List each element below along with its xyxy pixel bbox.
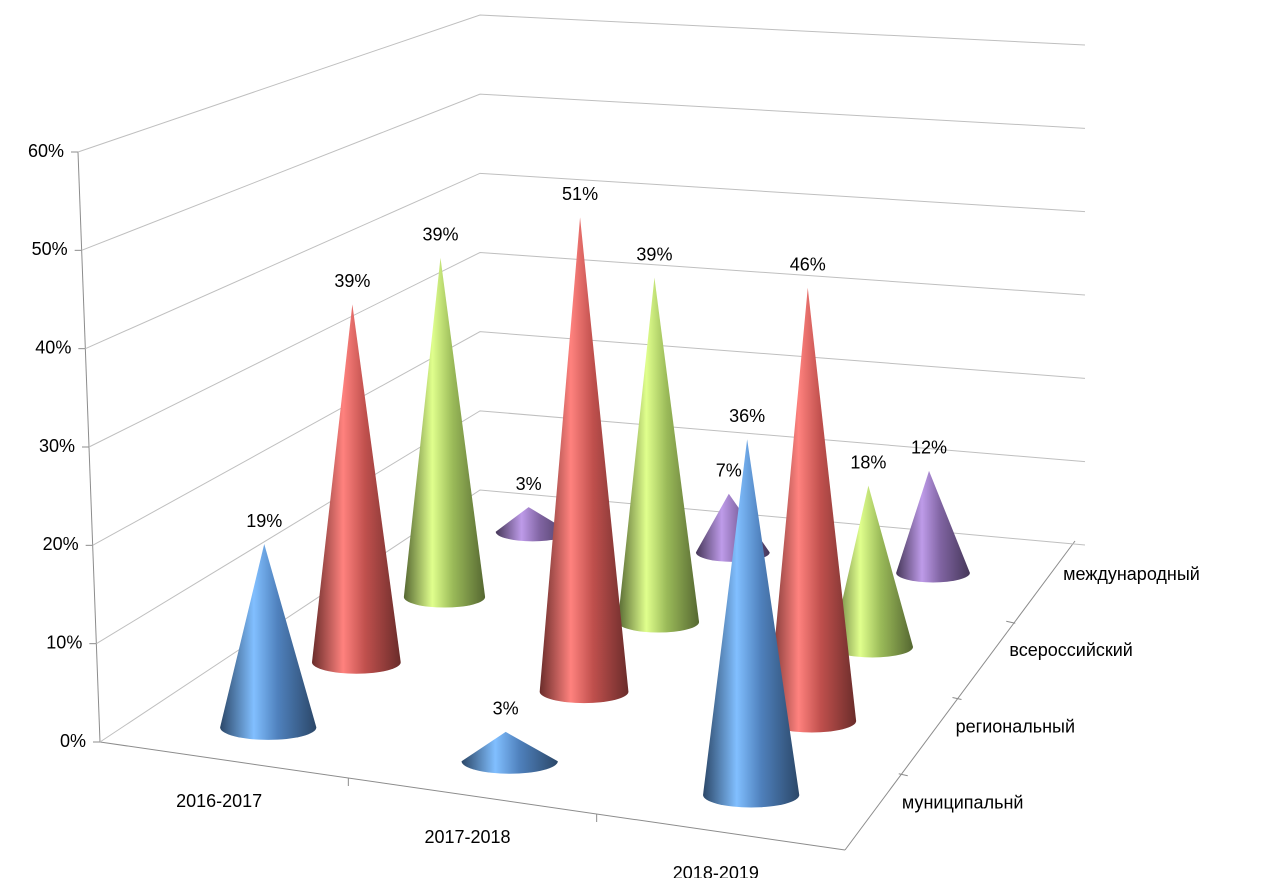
data-label: 39%: [334, 271, 370, 291]
data-label: 7%: [716, 461, 742, 481]
data-label: 39%: [422, 224, 458, 244]
data-label: 39%: [636, 244, 672, 264]
depth-label: муниципальнй: [902, 793, 1024, 813]
cone: [495, 507, 570, 542]
x-tick-label: 2016-2017: [176, 791, 262, 811]
data-label: 3%: [493, 699, 519, 719]
x-tick-label: 2018-2019: [673, 863, 759, 878]
x-tick-label: 2017-2018: [424, 827, 510, 847]
cone: [617, 277, 700, 633]
grid-line: [81, 93, 1086, 251]
y-tick-label: 40%: [35, 337, 71, 357]
y-tick-label: 30%: [39, 436, 75, 456]
cone: [539, 217, 629, 704]
y-tick-label: 20%: [43, 534, 79, 554]
cone: [220, 544, 317, 740]
depth-label: всероссийский: [1009, 640, 1133, 660]
data-label: 12%: [911, 438, 947, 458]
axis-line: [99, 741, 846, 851]
y-tick-label: 10%: [46, 632, 82, 652]
cone: [831, 485, 914, 658]
depth-label: региональный: [956, 716, 1075, 736]
cone: [311, 304, 401, 674]
cone: [767, 287, 857, 733]
cone: [896, 470, 970, 583]
y-tick-label: 60%: [28, 141, 64, 161]
depth-tick: [952, 697, 962, 700]
grid-line: [96, 410, 1086, 645]
axis-line: [844, 540, 1076, 851]
y-tick-label: 50%: [32, 239, 68, 259]
depth-tick: [1006, 620, 1016, 624]
grid-line: [88, 251, 1086, 448]
grid-line: [85, 172, 1086, 350]
data-label: 18%: [850, 452, 886, 472]
cone: [461, 731, 558, 774]
grid-line: [77, 14, 1086, 153]
grid-line: [99, 489, 1086, 743]
y-tick-label: 0%: [60, 731, 86, 751]
data-label: 36%: [729, 406, 765, 426]
data-label: 3%: [516, 474, 542, 494]
data-label: 51%: [562, 184, 598, 204]
cone: [403, 257, 486, 608]
depth-tick: [898, 773, 908, 777]
data-label: 19%: [246, 511, 282, 531]
data-label: 46%: [790, 254, 826, 274]
cone: [703, 439, 800, 808]
grid-line: [92, 331, 1086, 546]
depth-label: международный: [1063, 564, 1200, 584]
